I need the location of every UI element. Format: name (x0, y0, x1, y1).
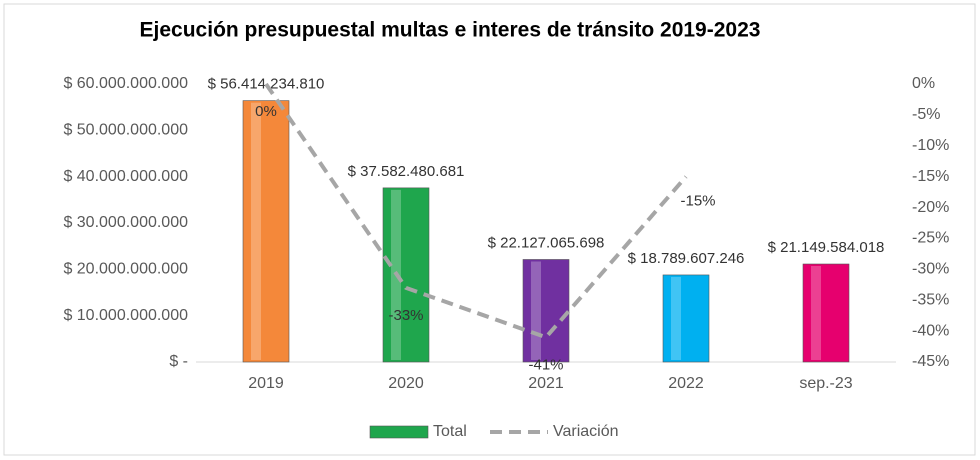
y2-tick-label: -5% (912, 106, 940, 123)
bar (662, 274, 710, 363)
bar-value-label: $ 21.149.584.018 (768, 239, 885, 256)
y-tick-label: $ 60.000.000.000 (63, 75, 188, 92)
variation-line (264, 82, 688, 340)
y2-tick-label: -35% (912, 291, 949, 308)
y2-tick-label: -10% (912, 137, 949, 154)
legend-label: Variación (553, 423, 619, 440)
x-tick-label: 2020 (388, 375, 424, 392)
bar (802, 263, 850, 363)
bar-value-label: $ 18.789.607.246 (628, 250, 745, 267)
legend-label: Total (433, 423, 467, 440)
chart-frame (3, 3, 976, 456)
line-value-label: -15% (680, 193, 715, 210)
y-tick-label: $ 30.000.000.000 (63, 214, 188, 231)
legend-swatch (369, 425, 429, 439)
y2-tick-label: -40% (912, 322, 949, 339)
y-tick-label: $ 20.000.000.000 (63, 261, 188, 278)
bar-highlight (811, 266, 821, 360)
y2-tick-label: -30% (912, 261, 949, 278)
bar-value-label: $ 22.127.065.698 (488, 234, 605, 251)
bar (522, 259, 570, 363)
y2-tick-label: -20% (912, 199, 949, 216)
bar (242, 100, 290, 363)
chart-title: Ejecución presupuestal multas e interes … (140, 19, 761, 42)
bar-highlight (671, 276, 681, 360)
y2-tick-label: -15% (912, 168, 949, 185)
x-tick-label: 2021 (528, 375, 564, 392)
bar-value-label: $ 37.582.480.681 (348, 163, 465, 180)
x-tick-label: 2022 (668, 375, 704, 392)
y-tick-label: $ 50.000.000.000 (63, 122, 188, 139)
line-value-label: -41% (528, 356, 563, 373)
y2-tick-label: 0% (912, 75, 935, 92)
y-tick-label: $ 10.000.000.000 (63, 307, 188, 324)
y-tick-label: $ - (169, 353, 188, 370)
x-tick-label: sep.-23 (799, 375, 852, 392)
line-value-label: 0% (255, 103, 277, 120)
y-tick-label: $ 40.000.000.000 (63, 168, 188, 185)
y2-tick-label: -25% (912, 230, 949, 247)
line-value-label: -33% (388, 307, 423, 324)
bar-highlight (251, 102, 261, 360)
bar (382, 187, 430, 363)
y2-tick-label: -45% (912, 353, 949, 370)
bar-highlight (531, 261, 541, 360)
x-tick-label: 2019 (248, 375, 284, 392)
